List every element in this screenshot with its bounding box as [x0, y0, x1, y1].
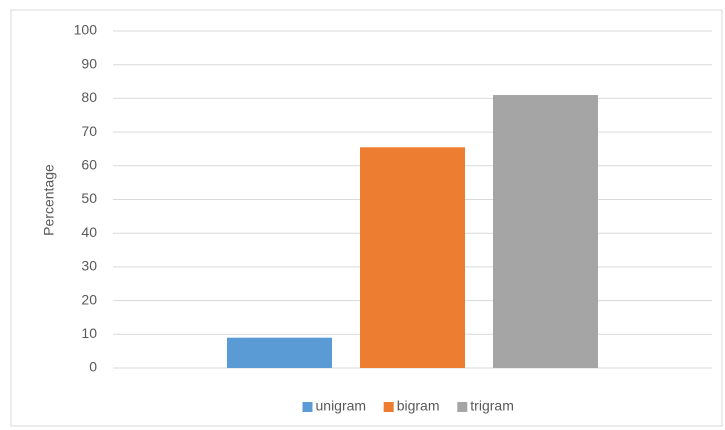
y-tick-label: 30 [81, 258, 97, 274]
bar [493, 95, 598, 368]
legend-label: bigram [397, 398, 440, 414]
y-tick-label: 100 [74, 22, 98, 38]
y-tick-label: 0 [89, 359, 97, 375]
y-tick-label: 50 [81, 190, 97, 206]
legend-label: unigram [316, 398, 367, 414]
y-tick-label: 60 [81, 157, 97, 173]
legend-swatch [302, 402, 313, 412]
y-tick-label: 80 [81, 89, 97, 105]
bar [360, 147, 465, 368]
y-tick-label: 40 [81, 224, 97, 240]
y-tick-label: 70 [81, 123, 97, 139]
legend-swatch [383, 402, 394, 412]
legend-label: trigram [470, 398, 514, 414]
y-axis-label: Percentage [41, 164, 57, 236]
legend-swatch [457, 402, 468, 412]
y-tick-label: 20 [81, 291, 97, 307]
y-tick-label: 10 [81, 325, 97, 341]
y-tick-label: 90 [81, 55, 97, 71]
bar [227, 337, 332, 368]
